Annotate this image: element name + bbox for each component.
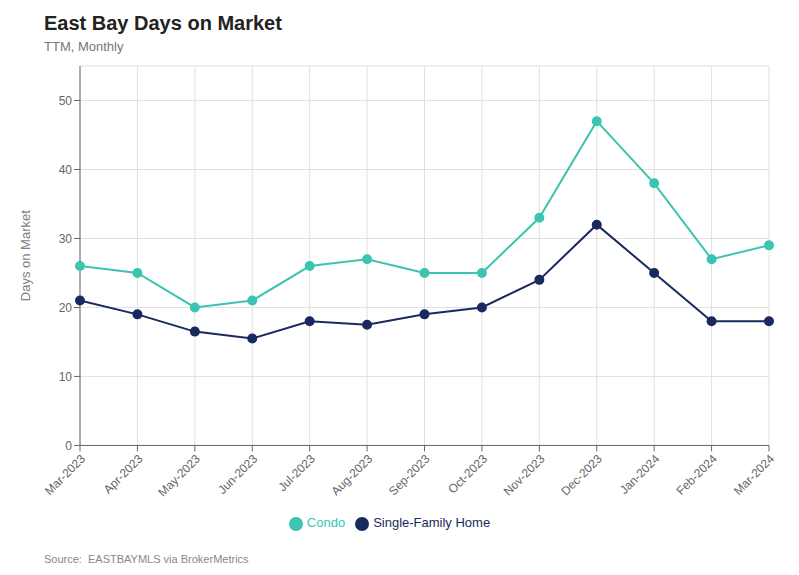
svg-text:20: 20 xyxy=(59,301,73,315)
svg-text:Jul-2023: Jul-2023 xyxy=(275,451,318,494)
svg-text:Apr-2023: Apr-2023 xyxy=(101,451,146,496)
svg-text:Jun-2023: Jun-2023 xyxy=(215,451,261,497)
svg-text:Feb-2024: Feb-2024 xyxy=(674,451,720,497)
svg-text:40: 40 xyxy=(59,163,73,177)
html-text:Single-Family Home: Single-Family Home xyxy=(373,515,491,531)
svg-text:50: 50 xyxy=(59,94,73,108)
svg-text:Dec-2023: Dec-2023 xyxy=(558,451,605,498)
svg-text:Nov-2023: Nov-2023 xyxy=(501,451,548,498)
svg-text:30: 30 xyxy=(59,232,73,246)
svg-text:Mar-2023: Mar-2023 xyxy=(42,451,88,497)
svg-text:Oct-2023: Oct-2023 xyxy=(445,451,490,496)
html-text:Condo: Condo xyxy=(306,515,346,531)
svg-text:May-2023: May-2023 xyxy=(155,451,203,499)
svg-text:Mar-2024: Mar-2024 xyxy=(731,451,777,497)
svg-text:Jan-2024: Jan-2024 xyxy=(617,451,663,497)
svg-text:0: 0 xyxy=(65,439,72,453)
svg-text:10: 10 xyxy=(59,370,73,384)
html-text:Source: EASTBAYMLS via BrokerM: Source: EASTBAYMLS via BrokerMetrics xyxy=(44,553,249,565)
svg-text:Days on Market: Days on Market xyxy=(18,210,33,301)
html-text:East Bay Days on Market: East Bay Days on Market xyxy=(44,12,282,34)
svg-text:Sep-2023: Sep-2023 xyxy=(386,451,433,498)
html-text:TTM, Monthly: TTM, Monthly xyxy=(44,39,124,54)
svg-text:Aug-2023: Aug-2023 xyxy=(329,451,376,498)
